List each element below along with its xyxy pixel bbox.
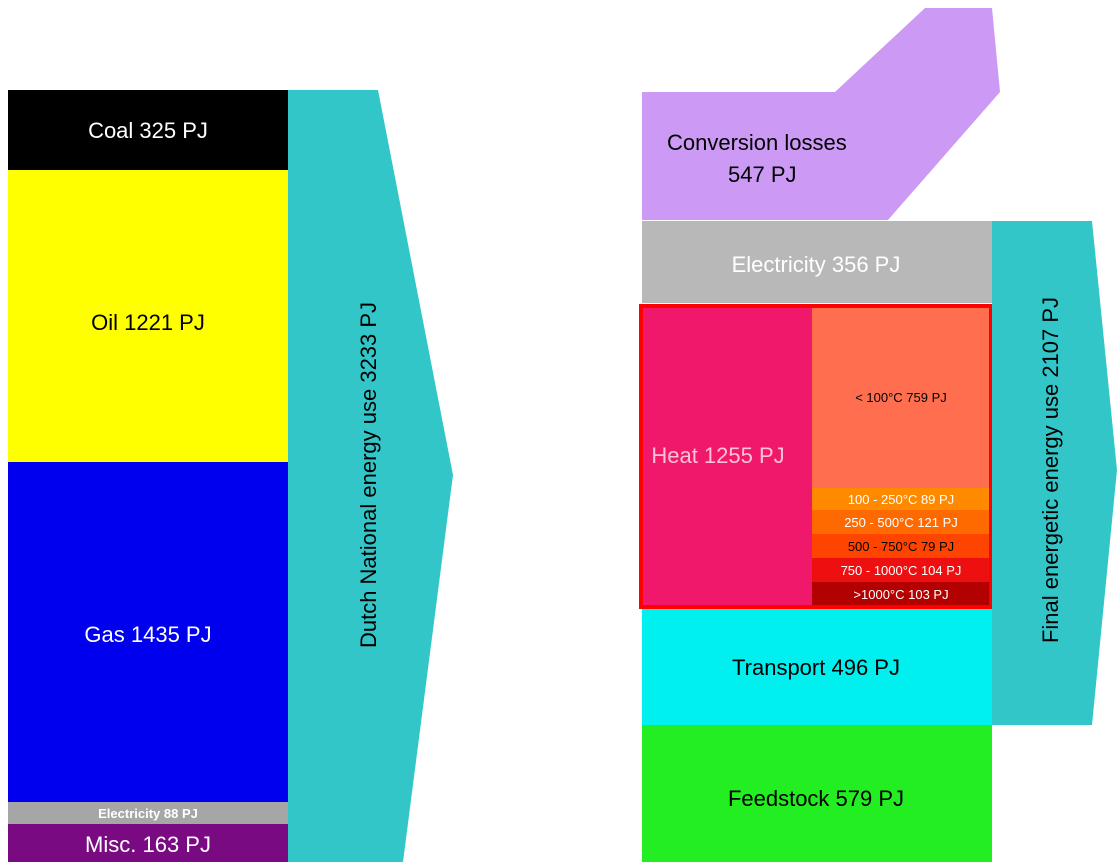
heat-250-500-label: 250 - 500°C 121 PJ — [844, 515, 958, 530]
feedstock-label: Feedstock 579 PJ — [728, 786, 904, 811]
heat-border — [639, 304, 993, 609]
electricity-in-block — [8, 802, 288, 824]
oil-block — [8, 170, 288, 462]
heat-block — [642, 306, 812, 606]
heat-250-500-block — [812, 510, 990, 534]
feedstock-block — [642, 725, 992, 862]
gas-label: Gas 1435 PJ — [84, 622, 211, 647]
coal-block — [8, 90, 288, 170]
gas-block — [8, 462, 288, 802]
final-total-arrow — [992, 221, 1117, 725]
heat-below-100-block — [812, 306, 990, 488]
misc-label: Misc. 163 PJ — [85, 832, 211, 857]
conversion-losses-arrow — [642, 8, 1000, 220]
electricity-out-label: Electricity 356 PJ — [732, 252, 901, 277]
national-total-arrow — [288, 90, 453, 862]
final-total-label: Final energetic energy use 2107 PJ — [1038, 297, 1063, 643]
heat-100-250-block — [812, 488, 990, 510]
coal-label: Coal 325 PJ — [88, 118, 208, 143]
heat-above-1000-label: >1000°C 103 PJ — [853, 587, 948, 602]
heat-500-750-block — [812, 534, 990, 558]
conversion-losses-label-line1: Conversion losses — [667, 130, 847, 155]
heat-750-1000-label: 750 - 1000°C 104 PJ — [841, 563, 962, 578]
oil-label: Oil 1221 PJ — [91, 310, 205, 335]
heat-above-1000-block — [812, 582, 990, 606]
conversion-losses-label-line2: 547 PJ — [728, 162, 797, 187]
misc-block — [8, 824, 288, 862]
electricity-in-label: Electricity 88 PJ — [98, 806, 198, 821]
electricity-out-block — [642, 221, 992, 303]
heat-below-100-label: < 100°C 759 PJ — [855, 390, 947, 405]
national-total-label: Dutch National energy use 3233 PJ — [356, 302, 381, 648]
transport-block — [642, 609, 992, 725]
heat-750-1000-block — [812, 558, 990, 582]
transport-label: Transport 496 PJ — [732, 655, 900, 680]
heat-100-250-label: 100 - 250°C 89 PJ — [848, 492, 954, 507]
heat-500-750-label: 500 - 750°C 79 PJ — [848, 539, 954, 554]
heat-label: Heat 1255 PJ — [651, 443, 784, 468]
